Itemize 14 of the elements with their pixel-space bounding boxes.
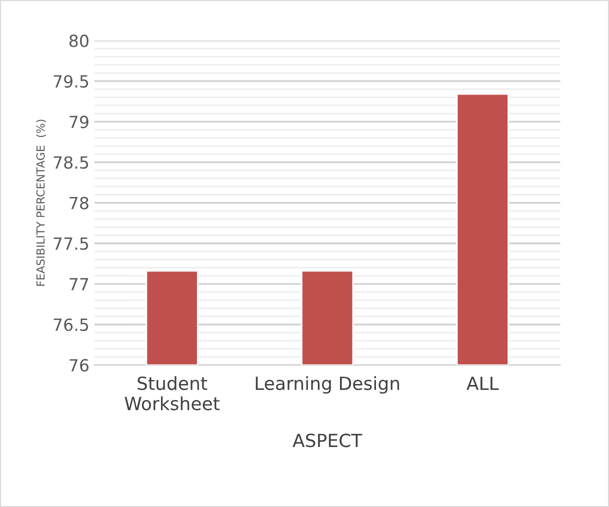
y-axis-title: FEASIBILITY PERCENTAGE (%) (36, 120, 46, 286)
y-tick-label: 79 (70, 116, 88, 128)
x-axis-title: ASPECT (292, 434, 362, 448)
x-tick-label: Student Worksheet (124, 376, 220, 410)
y-tick-label: 76.5 (54, 318, 88, 332)
y-tick-label: 76 (70, 359, 88, 372)
y-tick-label: 78.5 (54, 156, 88, 169)
y-tick-label: 78 (70, 196, 88, 210)
x-tick-label: Learning Design (256, 376, 400, 394)
y-tick-label: 79.5 (54, 75, 88, 88)
y-tick-label: 77.5 (54, 238, 88, 250)
x-tick-label: ALL (466, 376, 499, 390)
y-tick-label: 80 (69, 34, 88, 48)
y-tick-label: 77 (70, 278, 88, 290)
